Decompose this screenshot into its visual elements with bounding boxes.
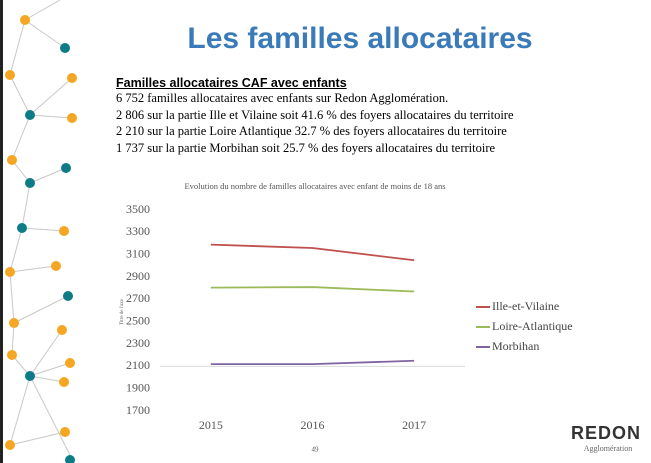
y-tick-label: 2900 — [126, 269, 150, 283]
text-line: 1 737 sur la partie Morbihan soit 25.7 %… — [116, 140, 496, 155]
y-tick-label: 3500 — [126, 202, 150, 216]
y-tick-label: 1900 — [126, 380, 150, 394]
y-tick-label: 2100 — [126, 358, 150, 372]
text-line: 2 806 sur la partie Ille et Vilaine soit… — [116, 107, 514, 122]
y-tick-label: 2300 — [126, 336, 150, 350]
y-tick-label: 3100 — [126, 246, 150, 260]
legend-label: Ille-et-Vilaine — [492, 299, 559, 313]
x-tick-label: 2017 — [402, 418, 426, 432]
text-line: 2 210 sur la partie Loire Atlantique 32.… — [116, 124, 507, 138]
y-axis-label: Titre de l'axe — [120, 298, 125, 325]
x-tick-label: 2016 — [301, 418, 325, 432]
y-tick-label: 2500 — [126, 313, 150, 327]
heading: Familles allocataires CAF avec enfants — [116, 76, 347, 90]
decoration — [9, 0, 73, 456]
series-line — [210, 243, 415, 262]
logo-name: REDON — [571, 423, 641, 443]
y-tick-label: 1700 — [126, 403, 150, 417]
slide-border — [0, 0, 3, 463]
slide-title: Les familles allocataires — [187, 22, 533, 55]
decoration-dots — [5, 15, 77, 463]
series-line — [210, 286, 415, 293]
logo-subtitle: Agglomération — [584, 444, 632, 453]
text-block: 6 752 familles allocataires avec enfants… — [116, 90, 556, 156]
series-line — [210, 359, 415, 366]
y-tick-label: 2700 — [126, 291, 150, 305]
chart-title: Evolution du nombre de familles allocata… — [184, 181, 445, 191]
text-line: 6 752 familles allocataires avec enfants… — [116, 91, 449, 105]
y-tick-label: 3300 — [126, 224, 150, 238]
x-tick-label: 2015 — [199, 418, 223, 432]
legend-label: Loire-Atlantique — [492, 319, 573, 333]
legend-label: Morbihan — [492, 339, 539, 353]
page-number: 49 — [312, 446, 320, 454]
